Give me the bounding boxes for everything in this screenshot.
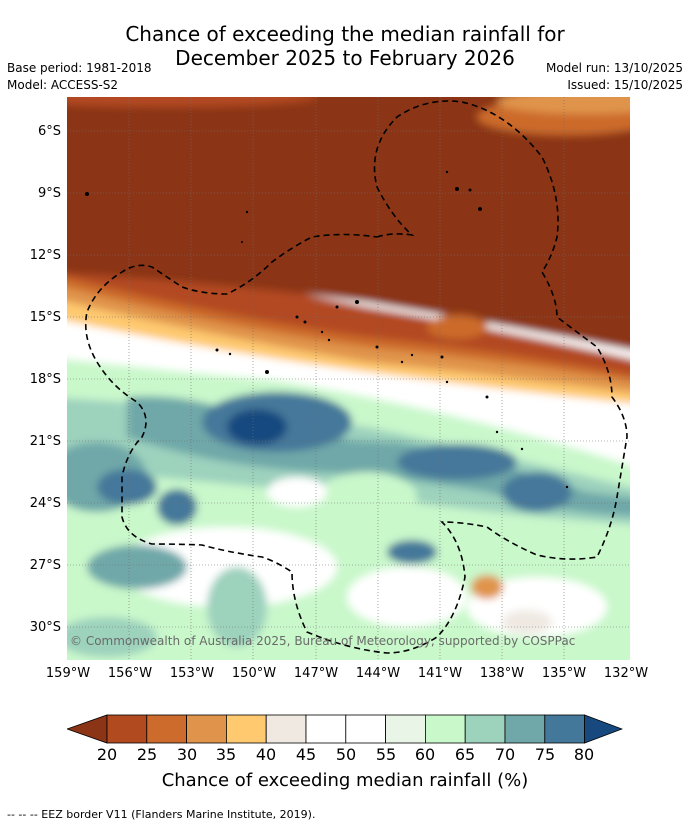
colorbar-svg (65, 714, 624, 744)
base-period: Base period: 1981-2018 (7, 61, 152, 75)
lat-label: 21°S (29, 434, 61, 449)
colorbar-label: 55 (375, 745, 397, 764)
map-svg (67, 97, 630, 660)
colorbar-cell (424, 714, 466, 744)
lon-label: 153°W (169, 666, 215, 681)
colorbar-cell (385, 714, 426, 744)
islands (85, 170, 569, 489)
copyright-notice: © Commonwealth of Australia 2025, Bureau… (70, 634, 576, 648)
colorbar-label: 35 (215, 745, 237, 764)
colorbar-cell (504, 714, 546, 744)
colorbar-title: Chance of exceeding median rainfall (%) (161, 770, 529, 791)
colorbar-label: 40 (255, 745, 277, 764)
colorbar-label: 20 (96, 745, 118, 764)
lon-label: 156°W (107, 666, 153, 681)
lon-label: 132°W (603, 666, 649, 681)
colorbar-cell (544, 714, 585, 744)
colorbar-cell (464, 714, 506, 744)
eez-borders (84, 100, 628, 654)
lon-label: 147°W (293, 666, 339, 681)
meta-right: Model run: 13/10/2025 Issued: 15/10/2025 (546, 60, 683, 94)
issued-date: Issued: 15/10/2025 (567, 78, 683, 92)
colorbar-label: 25 (136, 745, 158, 764)
lon-label: 150°W (231, 666, 277, 681)
colorbar-label: 80 (573, 745, 595, 764)
lon-label: 135°W (541, 666, 587, 681)
colorbar-cell (345, 714, 386, 744)
colorbar-cell (225, 714, 267, 744)
title-line-2: December 2025 to February 2026 (175, 46, 515, 70)
colorbar-cell (106, 714, 148, 744)
chart-title: Chance of exceeding the median rainfall … (0, 22, 690, 70)
colorbar-label: 60 (414, 745, 436, 764)
lat-label: 30°S (29, 620, 61, 635)
eez-footnote: -- -- -- EEZ border V11 (Flanders Marine… (7, 808, 316, 821)
graticule (67, 97, 630, 660)
colorbar-label: 50 (335, 745, 357, 764)
colorbar-cell (305, 714, 347, 744)
colorbar-label: 75 (534, 745, 556, 764)
colorbar-cell (186, 714, 227, 744)
colorbar-cell (146, 714, 188, 744)
model-run: Model run: 13/10/2025 (545, 61, 683, 75)
lon-label: 144°W (355, 666, 401, 681)
colorbar (65, 714, 624, 750)
colorbar-label: 65 (454, 745, 476, 764)
probability-field (67, 97, 630, 660)
lat-label: 6°S (37, 124, 61, 139)
lat-label: 15°S (29, 310, 61, 325)
lon-label: 141°W (417, 666, 463, 681)
lat-label: 24°S (29, 496, 61, 511)
lon-label: 159°W (45, 666, 91, 681)
colorbar-label: 70 (494, 745, 516, 764)
title-line-1: Chance of exceeding the median rainfall … (125, 22, 565, 46)
meta-left: Base period: 1981-2018 Model: ACCESS-S2 (7, 60, 152, 94)
colorbar-label: 30 (176, 745, 198, 764)
colorbar-extend-low (65, 714, 108, 744)
lat-label: 9°S (37, 186, 61, 201)
rainfall-map (67, 97, 630, 660)
colorbar-label: 45 (295, 745, 317, 764)
colorbar-cell (265, 714, 307, 744)
lat-label: 12°S (29, 248, 61, 263)
lat-label: 18°S (29, 372, 61, 387)
colorbar-extend-high (584, 714, 624, 744)
lon-label: 138°W (479, 666, 525, 681)
model-name: Model: ACCESS-S2 (7, 78, 119, 92)
lat-label: 27°S (29, 558, 61, 573)
